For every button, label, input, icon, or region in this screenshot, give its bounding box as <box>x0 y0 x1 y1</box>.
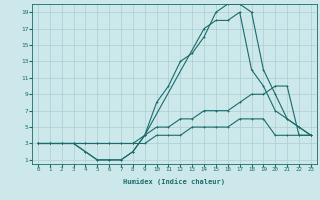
X-axis label: Humidex (Indice chaleur): Humidex (Indice chaleur) <box>124 178 225 185</box>
